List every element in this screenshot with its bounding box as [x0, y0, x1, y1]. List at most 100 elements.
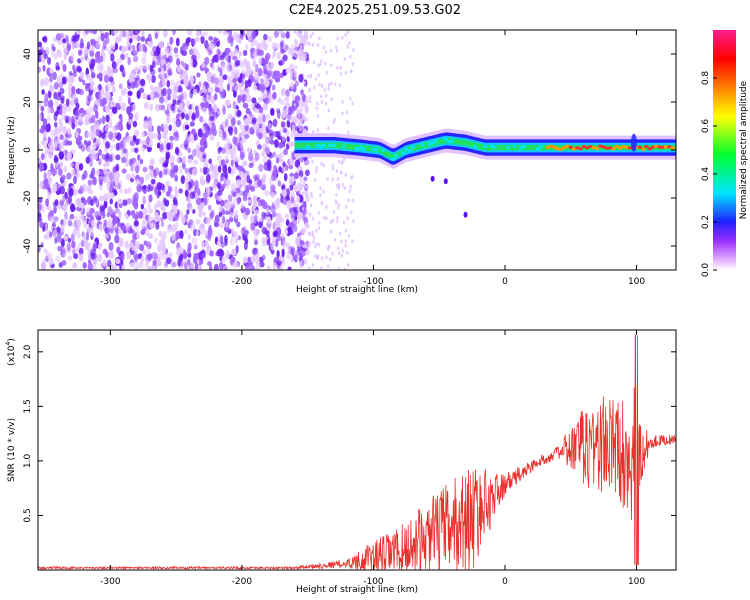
spectrogram-noise-cell	[199, 115, 204, 123]
spectrogram-sparse-cell	[306, 223, 310, 228]
spectrogram-noise-cell	[173, 47, 179, 54]
spectrogram-noise-cell	[47, 177, 52, 185]
spectrogram-noise-cell	[153, 91, 159, 98]
spectrogram-noise-cell	[78, 163, 84, 171]
spectrogram-noise-cell	[90, 134, 95, 141]
spectrogram-noise-cell	[42, 184, 47, 190]
spectrogram-noise-cell	[88, 77, 93, 83]
y-tick-label: 40	[23, 48, 33, 60]
spectrogram-noise-cell	[238, 51, 243, 57]
spectrogram-noise-cell	[226, 251, 230, 258]
spectrogram-noise-cell	[47, 57, 52, 65]
spectrogram-noise-cell	[108, 241, 114, 251]
spectrogram-noise-cell	[83, 139, 88, 145]
spectrogram-noise-cell	[167, 94, 171, 101]
signal-core-cell	[315, 143, 320, 148]
spectrogram-sparse-cell	[311, 159, 314, 164]
spectrogram-noise-cell	[172, 124, 177, 133]
spectrogram-noise-cell	[61, 174, 66, 181]
spectrogram-noise-cell	[88, 188, 94, 195]
x-tick-label: -300	[100, 277, 121, 287]
spectrogram-noise-cell	[224, 227, 230, 232]
spectrogram-noise-cell	[194, 192, 199, 200]
spectrogram-noise-cell	[282, 54, 288, 62]
spectrogram-noise-cell	[171, 261, 177, 268]
spectrogram-sparse-cell	[308, 212, 312, 217]
spectrogram-noise-cell	[229, 237, 235, 246]
spectrogram-noise-cell	[94, 211, 100, 219]
spectrogram-noise-cell	[132, 120, 138, 128]
spectrogram-noise-cell	[206, 261, 213, 267]
spectrogram-noise-cell	[40, 242, 44, 248]
spectrogram-noise-cell	[227, 35, 231, 44]
spectrogram-noise-cell	[172, 30, 176, 36]
spectrogram-noise-cell	[95, 42, 101, 49]
spectrogram-noise-cell	[134, 66, 139, 73]
spectrogram-noise-cell	[139, 158, 144, 165]
signal-core-cell	[364, 145, 370, 149]
spectrogram-noise-cell	[199, 156, 204, 163]
spectrogram-sparse-cell	[304, 103, 308, 108]
spectrogram-noise-cell	[38, 244, 41, 253]
spectrogram-noise-cell	[234, 237, 238, 244]
spectrogram-noise-cell	[67, 220, 73, 227]
spectrogram-noise-cell	[56, 76, 62, 85]
spectrogram-noise-cell	[207, 232, 212, 242]
signal-core-cell	[325, 144, 330, 148]
spectrogram-noise-cell	[189, 75, 194, 84]
spectrogram-noise-cell	[149, 139, 153, 148]
spectrogram-noise-cell	[242, 160, 248, 167]
spectrogram-sparse-cell	[317, 73, 320, 78]
spectrogram-sparse-cell	[299, 260, 303, 265]
spectrogram-noise-cell	[236, 221, 241, 228]
spectrogram-sparse-cell	[344, 70, 348, 75]
spectrogram-noise-cell	[136, 233, 140, 239]
spectrogram-noise-cell	[227, 113, 234, 120]
signal-core-cell	[361, 147, 366, 151]
spectrogram-noise-cell	[187, 264, 191, 270]
spectrogram-sparse-cell	[316, 128, 320, 133]
spectrogram-noise-cell	[104, 125, 109, 132]
spectrogram-noise-cell	[257, 179, 263, 187]
spectrogram-sparse-cell	[324, 49, 328, 54]
spectrogram-noise-cell	[204, 157, 209, 165]
spectrogram-noise-cell	[257, 42, 263, 50]
spectrogram-noise-cell	[133, 197, 139, 206]
signal-core-cell	[453, 140, 458, 144]
spectrogram-noise-cell	[247, 198, 252, 205]
spectrogram-noise-cell	[158, 104, 163, 111]
spectrogram-noise-cell	[249, 265, 255, 270]
spectrogram-sparse-cell	[320, 94, 323, 99]
spectrogram-noise-cell	[227, 99, 231, 107]
spectrogram-sparse-cell	[313, 178, 317, 183]
spectrogram-noise-cell	[216, 141, 220, 149]
spectrogram-noise-cell	[141, 220, 146, 230]
spectrogram-noise-cell	[276, 130, 281, 139]
spectrogram-noise-cell	[114, 208, 120, 214]
spectrogram-noise-cell	[67, 127, 71, 135]
spectrogram-noise-cell	[78, 108, 84, 114]
spectrogram-noise-cell	[65, 98, 70, 107]
spectrogram-noise-cell	[158, 239, 163, 247]
spectrogram-noise-cell	[240, 203, 245, 209]
spectrogram-noise-cell	[79, 71, 85, 80]
spectrogram-sparse-cell	[317, 63, 320, 68]
spectrogram-sparse-cell	[339, 65, 342, 70]
spectrogram-noise-cell	[53, 52, 59, 60]
spectrogram-noise-cell	[278, 166, 282, 173]
spectrogram-noise-cell	[187, 252, 192, 258]
spectrogram-noise-cell	[108, 220, 113, 229]
spectrogram-sparse-cell	[336, 177, 340, 182]
spectrogram-sparse-cell	[327, 82, 331, 87]
spectrogram-noise-cell	[56, 49, 61, 55]
spectrogram-noise-cell	[262, 43, 269, 51]
spectrogram-noise-cell	[174, 147, 180, 155]
y-tick-label: 2.0	[23, 344, 33, 359]
spectrogram-noise-cell	[38, 41, 42, 48]
spectrogram-noise-cell	[73, 261, 77, 269]
spectrogram-sparse-cell	[325, 204, 328, 209]
spectrogram-sparse-cell	[337, 186, 341, 191]
spectrogram-noise-cell	[54, 236, 58, 244]
spectrogram-noise-cell	[235, 187, 241, 194]
spectrogram-noise-cell	[41, 140, 45, 146]
